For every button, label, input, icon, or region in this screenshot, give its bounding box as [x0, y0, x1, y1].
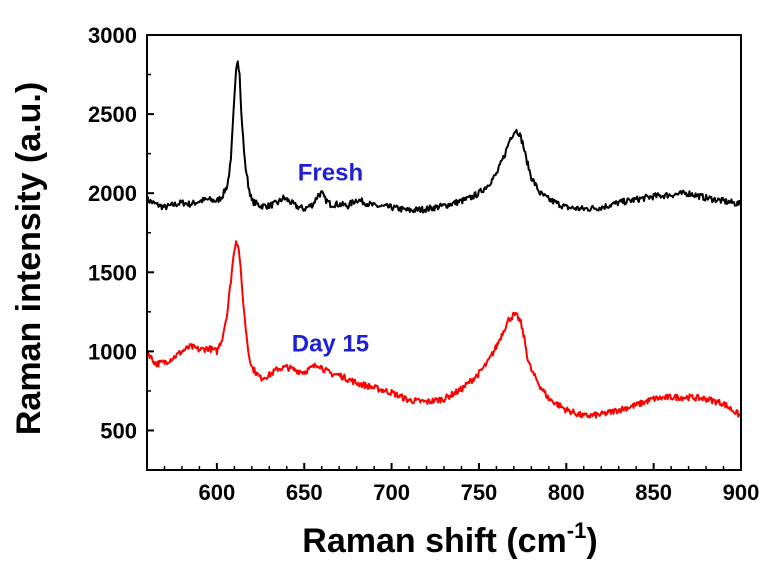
x-tick-label: 650: [286, 480, 323, 505]
series-label-day-15: Day 15: [292, 330, 369, 357]
y-tick-label: 2000: [88, 181, 137, 206]
y-axis: 500 1000 1500 2000 2500 3000: [88, 23, 154, 471]
y-axis-title: Raman intensity (a.u.): [10, 82, 48, 435]
series-label-fresh: Fresh: [298, 160, 363, 187]
plot-area-frame: [146, 34, 742, 471]
x-tick-label: 700: [373, 480, 410, 505]
series-layer: [146, 60, 742, 419]
y-tick-label: 1000: [88, 339, 137, 364]
x-axis-title-main: Raman shift (cm: [302, 522, 567, 560]
series-line-0: [146, 60, 742, 214]
x-tick-label: 900: [723, 480, 760, 505]
series-line-1: [146, 240, 742, 419]
x-axis-title-superscript: -1: [567, 518, 587, 543]
x-tick-label: 850: [635, 480, 672, 505]
x-axis-title-end: ): [586, 522, 597, 560]
x-tick-label: 800: [548, 480, 585, 505]
y-tick-label: 1500: [88, 260, 137, 285]
y-tick-label: 500: [100, 418, 137, 443]
x-tick-label: 600: [199, 480, 236, 505]
x-tick-label: 750: [461, 480, 498, 505]
x-axis-title: Raman shift (cm-1): [302, 518, 597, 560]
x-axis: 600 650 700 750 800 850 900: [163, 463, 760, 505]
series-annotations: Fresh Day 15: [292, 160, 369, 358]
y-tick-label: 2500: [88, 102, 137, 127]
y-tick-label: 3000: [88, 23, 137, 48]
